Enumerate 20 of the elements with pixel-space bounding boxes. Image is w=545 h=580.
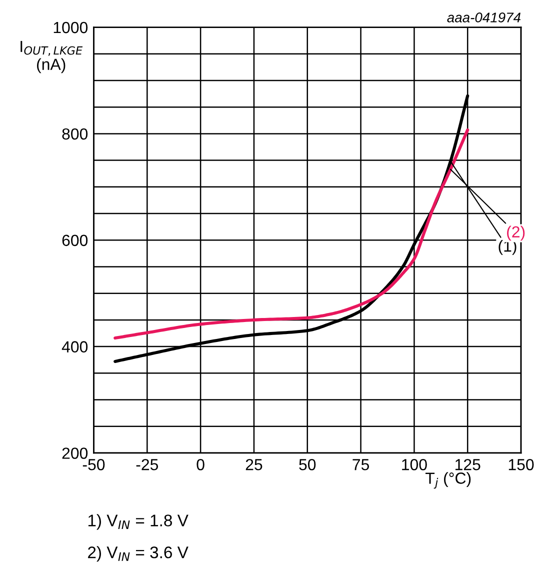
y-tick-label: 800 — [62, 128, 88, 140]
y-axis-title: I$_{OUT,LKGE}$ (nA) — [20, 40, 83, 74]
y-tick-label: 600 — [62, 234, 88, 246]
x-tick-label: 150 — [508, 458, 534, 470]
x-tick-label: 100 — [402, 458, 427, 470]
text: 2) V$_{IN}$ = 3.6 V — [88, 546, 188, 562]
x-tick-label: 0 — [196, 458, 204, 470]
text: 1) V$_{IN}$ = 1.8 V — [88, 514, 188, 530]
x-tick-label: 50 — [299, 458, 316, 470]
x-tick-label: -50 — [82, 458, 105, 470]
x-tick-label: -25 — [136, 458, 158, 470]
y-tick-label: 400 — [62, 341, 88, 352]
text: (2) — [507, 226, 525, 241]
x-axis-title: T$_{j}$ (°C) — [426, 472, 471, 489]
x-tick-label: 75 — [352, 459, 370, 470]
text: aaa-041974 — [447, 12, 521, 22]
y-tick-label: 1000 — [54, 22, 88, 34]
x-tick-label: 25 — [246, 458, 262, 470]
y-tick-label: 200 — [62, 448, 88, 459]
x-tick-label: 125 — [456, 458, 480, 470]
